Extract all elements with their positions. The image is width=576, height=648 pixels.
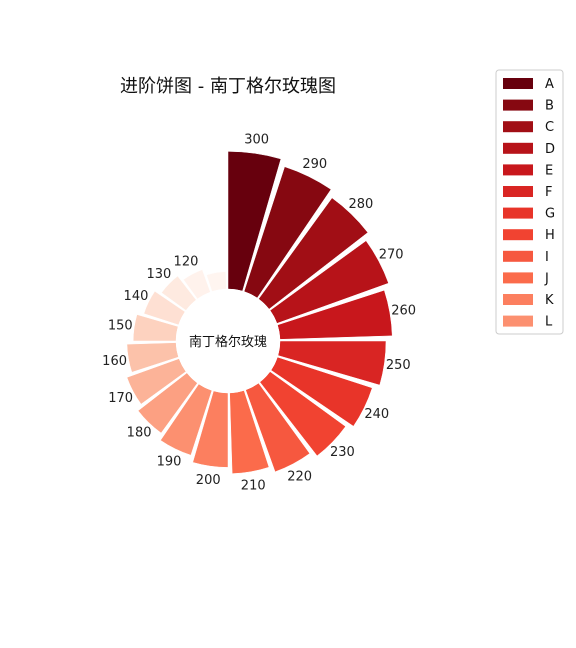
rose-wedges [126, 151, 393, 474]
legend-swatch-C [503, 121, 533, 133]
legend-swatch-B [503, 99, 533, 111]
legend-swatch-J [503, 272, 533, 284]
legend-label-H: H [545, 228, 555, 243]
legend-label-F: F [545, 185, 552, 200]
value-label-P: 150 [108, 319, 133, 334]
legend-swatch-F [503, 186, 533, 197]
value-label-H: 230 [330, 445, 355, 460]
value-label-M: 180 [127, 426, 152, 441]
legend-label-B: B [545, 99, 554, 114]
value-label-A: 300 [244, 132, 269, 147]
value-label-G: 240 [364, 407, 389, 422]
chart-title: 进阶饼图 - 南丁格尔玫瑰图 [120, 76, 336, 97]
value-label-D: 270 [379, 248, 404, 263]
value-label-B: 290 [302, 157, 327, 172]
center-hole [176, 289, 280, 393]
legend-label-L: L [545, 315, 553, 330]
center-label: 南丁格尔玫瑰 [189, 334, 267, 350]
value-label-N: 170 [108, 391, 133, 406]
value-label-J: 210 [241, 479, 266, 494]
legend-swatch-E [503, 164, 533, 176]
value-label-S: 120 [174, 255, 199, 270]
legend-label-A: A [545, 77, 554, 92]
legend-frame [495, 69, 564, 335]
legend-label-D: D [545, 142, 555, 157]
legend-label-K: K [545, 293, 554, 308]
legend-swatch-H [503, 229, 533, 241]
legend-swatch-I [503, 250, 533, 262]
value-label-K: 200 [196, 473, 221, 488]
value-label-C: 280 [348, 197, 373, 212]
value-label-L: 190 [157, 454, 182, 469]
value-label-I: 220 [287, 469, 312, 484]
legend-swatch-G [503, 207, 533, 219]
value-label-O: 160 [102, 354, 127, 369]
legend-label-G: G [545, 207, 555, 222]
legend-swatch-A [503, 78, 533, 89]
rose-wedge-T [206, 271, 227, 292]
legend-label-C: C [545, 120, 554, 135]
legend-label-J: J [544, 271, 549, 286]
value-labels: 300 290 280 270 260 250 240 230 220 210 200 190 180 1… [102, 132, 416, 493]
legend-label-I: I [545, 250, 549, 265]
value-label-E: 260 [391, 303, 416, 318]
legend-label-E: E [545, 163, 553, 178]
value-label-Q: 140 [124, 289, 149, 304]
legend-swatch-K [503, 294, 533, 305]
value-label-F: 250 [386, 358, 411, 373]
legend-swatch-D [503, 142, 533, 154]
value-label-R: 130 [147, 267, 172, 282]
legend-swatch-L [503, 315, 533, 327]
